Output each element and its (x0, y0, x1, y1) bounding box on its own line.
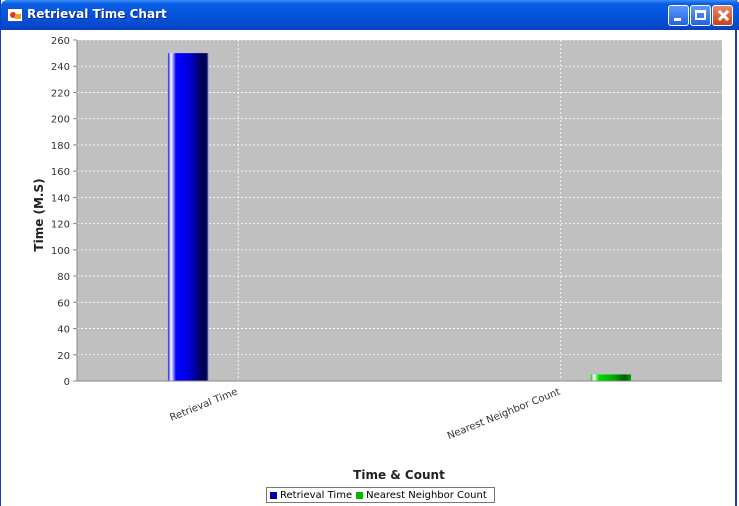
window-title: Retrieval Time Chart (27, 7, 167, 21)
legend-label: Nearest Neighbor Count (366, 489, 487, 501)
bar-chart: 0 20 40 60 80 100 120 140 160 180 200 220 240 260 Retr… (32, 36, 722, 482)
legend-item: Nearest Neighbor Count (356, 490, 487, 501)
y-axis-label: Time (M.S) (32, 178, 46, 251)
legend-item: Retrieval Time (270, 490, 352, 501)
y-tick-label: 160 (51, 167, 70, 178)
close-button[interactable] (712, 5, 733, 26)
y-tick-label: 140 (51, 193, 70, 204)
y-tick-label: 40 (57, 325, 70, 336)
y-tick-label: 180 (51, 141, 70, 152)
y-tick-label: 20 (57, 351, 70, 362)
y-tick-label: 80 (57, 272, 70, 283)
y-tick-label: 120 (51, 220, 70, 231)
x-axis-label: Time & Count (353, 468, 445, 482)
x-tick-label: Retrieval Time (168, 387, 239, 424)
legend-label: Retrieval Time (280, 489, 353, 501)
y-tick-label: 0 (64, 377, 70, 388)
bar-nearest-neighbor-count (590, 374, 632, 381)
legend-swatch (270, 491, 277, 499)
y-tick-label: 200 (51, 115, 70, 126)
y-tick-label: 240 (51, 62, 70, 73)
title-bar[interactable]: Retrieval Time Chart (1, 0, 739, 30)
legend-swatch (356, 491, 364, 499)
x-tick-label: Nearest Neighbor Count (446, 387, 562, 442)
maximize-button[interactable] (690, 5, 711, 26)
y-tick-label: 60 (57, 298, 70, 309)
y-tick-label: 100 (51, 246, 70, 257)
java-app-icon[interactable] (7, 8, 23, 22)
chart-legend: Retrieval Time Nearest Neighbor Count (266, 487, 495, 503)
y-tick-label: 260 (51, 36, 70, 47)
minimize-button[interactable] (668, 5, 689, 26)
y-tick-label: 220 (51, 88, 70, 99)
bar-retrieval-time (167, 53, 209, 381)
